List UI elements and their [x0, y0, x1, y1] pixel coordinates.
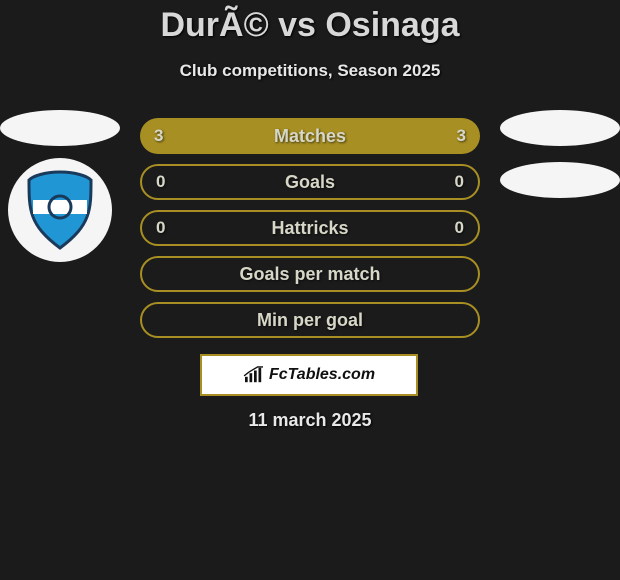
stat-right-value: 0 — [455, 218, 464, 238]
stat-row-matches: 3 Matches 3 — [140, 118, 480, 154]
branding-label: FcTables.com — [269, 366, 375, 384]
stat-right-value: 3 — [457, 126, 466, 146]
shield-icon — [25, 170, 95, 250]
page-title: DurÃ© vs Osinaga — [0, 0, 620, 45]
stat-left-value: 3 — [154, 126, 163, 146]
stat-row-min-per-goal: Min per goal — [140, 302, 480, 338]
stat-left-value: 0 — [156, 218, 165, 238]
stat-left-value: 0 — [156, 172, 165, 192]
stat-row-hattricks: 0 Hattricks 0 — [140, 210, 480, 246]
branding-box[interactable]: FcTables.com — [200, 354, 418, 396]
chart-icon — [243, 366, 265, 384]
left-player-avatar — [0, 110, 120, 146]
stat-row-goals: 0 Goals 0 — [140, 164, 480, 200]
stat-row-goals-per-match: Goals per match — [140, 256, 480, 292]
page-subtitle: Club competitions, Season 2025 — [0, 61, 620, 81]
stats-container: 3 Matches 3 0 Goals 0 0 Hattricks 0 Goal… — [140, 118, 480, 348]
left-player-club-badge — [8, 158, 112, 262]
stat-label: Matches — [274, 126, 346, 147]
comparison-date: 11 march 2025 — [0, 410, 620, 431]
stat-label: Goals — [285, 172, 335, 193]
left-player-column — [0, 110, 120, 262]
right-player-column — [500, 110, 620, 210]
right-player-club-placeholder — [500, 162, 620, 198]
stat-label: Goals per match — [239, 264, 380, 285]
stat-label: Hattricks — [271, 218, 348, 239]
stat-right-value: 0 — [455, 172, 464, 192]
stat-label: Min per goal — [257, 310, 363, 331]
right-player-avatar — [500, 110, 620, 146]
